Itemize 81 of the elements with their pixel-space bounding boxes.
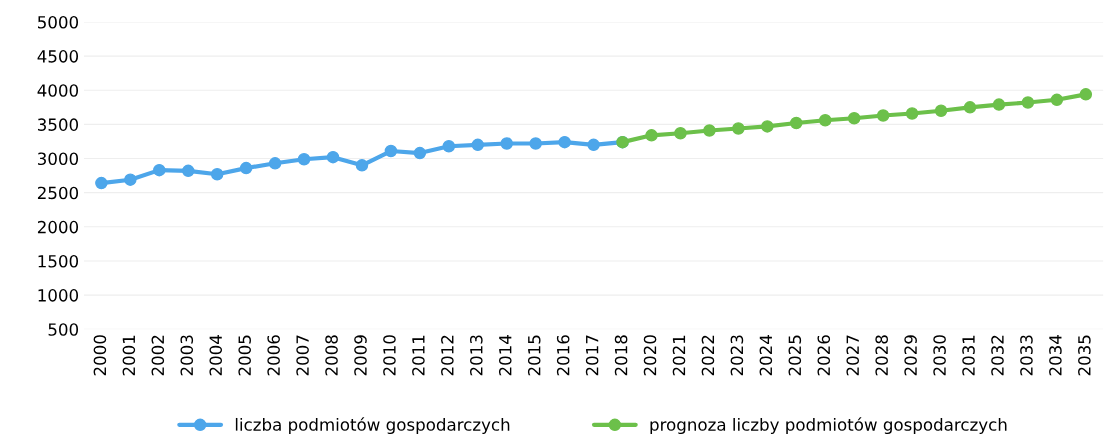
x-tick-label: 2025 xyxy=(788,335,802,376)
x-tick-label: 2024 xyxy=(759,335,773,376)
point xyxy=(963,101,977,114)
point xyxy=(587,138,600,152)
x-tick-label: 2034 xyxy=(1049,335,1062,376)
point xyxy=(905,107,919,120)
x-tick-label: 2017 xyxy=(585,335,599,376)
point xyxy=(1079,88,1093,101)
x-tick-label: 2032 xyxy=(991,335,1004,376)
x-tick-label: 2000 xyxy=(93,335,107,376)
x-tick-label: 2031 xyxy=(962,335,975,376)
point xyxy=(471,138,485,152)
x-tick-label: 2027 xyxy=(846,335,860,376)
x-tick-label: 2016 xyxy=(556,335,570,376)
point xyxy=(1050,93,1064,107)
point xyxy=(529,137,542,150)
x-tick-label: 2002 xyxy=(151,335,165,376)
x-tick-label: 2023 xyxy=(730,335,744,376)
point xyxy=(413,146,427,160)
point xyxy=(1021,96,1035,109)
y-tick-label: 5000 xyxy=(38,15,79,29)
x-tick-label: 2011 xyxy=(412,335,425,376)
point xyxy=(703,124,716,137)
point xyxy=(732,122,745,135)
x-tick-label: 2021 xyxy=(672,335,686,376)
point xyxy=(934,104,948,117)
point xyxy=(153,163,166,177)
point xyxy=(210,167,224,181)
x-tick-label: 2029 xyxy=(904,335,917,376)
y-tick-label: 4500 xyxy=(37,50,79,63)
y-tick-label: 4000 xyxy=(37,84,79,97)
x-tick-label: 2026 xyxy=(817,335,831,376)
x-tick-label: 2012 xyxy=(441,335,454,376)
y-tick-label: 3500 xyxy=(37,118,79,131)
legend-label: prognoza liczby podmiotów gospodarczych xyxy=(650,417,1007,435)
x-tick-label: 2003 xyxy=(180,335,194,376)
point xyxy=(645,129,658,142)
point xyxy=(95,176,108,190)
x-tick-label: 2008 xyxy=(325,335,338,376)
x-tick-label: 2014 xyxy=(498,335,512,376)
legend-label: liczba podmiotów gospodarczych xyxy=(235,417,510,435)
point xyxy=(181,164,195,178)
x-tick-label: 2015 xyxy=(527,335,541,376)
y-tick-label: 2500 xyxy=(37,186,79,200)
point xyxy=(355,159,369,172)
point xyxy=(558,135,571,149)
y-tick-label: 1500 xyxy=(38,254,79,268)
y-tick-label: 1000 xyxy=(38,289,79,302)
x-tick-label: 2010 xyxy=(383,335,396,376)
x-tick-label: 2028 xyxy=(875,335,888,376)
point xyxy=(992,98,1006,111)
point xyxy=(124,173,137,186)
x-tick-label: 2033 xyxy=(1020,335,1033,376)
x-tick-label: 2001 xyxy=(122,335,136,376)
x-tick-label: 2004 xyxy=(209,335,223,376)
point xyxy=(847,111,861,125)
point xyxy=(326,150,340,164)
x-tick-label: 2009 xyxy=(354,335,367,376)
point xyxy=(297,152,311,166)
x-tick-label: 2007 xyxy=(296,335,309,376)
x-tick-label: 2013 xyxy=(470,335,483,376)
point xyxy=(500,137,513,150)
x-tick-label: 2006 xyxy=(267,335,280,376)
point xyxy=(674,127,687,140)
x-tick-label: 2005 xyxy=(238,335,251,376)
x-tick-label: 2035 xyxy=(1078,335,1091,376)
point xyxy=(876,109,890,122)
point xyxy=(442,139,456,153)
point xyxy=(239,161,253,175)
x-tick-label: 2022 xyxy=(701,335,715,376)
y-tick-label: 3000 xyxy=(37,152,79,166)
point xyxy=(268,157,282,170)
x-tick-label: 2030 xyxy=(933,335,946,376)
y-tick-label: 2000 xyxy=(37,220,79,234)
point xyxy=(384,144,398,158)
y-tick-label: 500 xyxy=(48,323,79,336)
point xyxy=(818,114,832,127)
point xyxy=(790,116,803,130)
point xyxy=(761,120,774,133)
x-tick-label: 2020 xyxy=(643,335,657,376)
x-tick-label: 2018 xyxy=(614,335,628,376)
